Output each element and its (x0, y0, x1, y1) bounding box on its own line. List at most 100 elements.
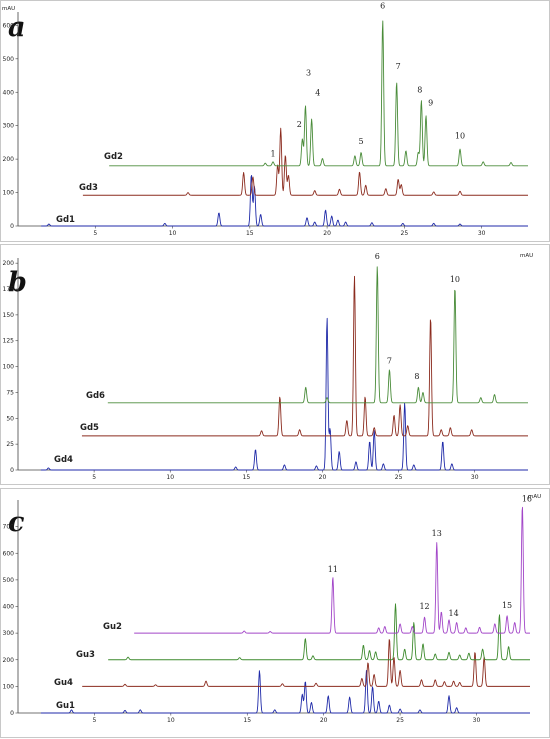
y-tick-label: 300 (3, 630, 15, 637)
panel-c-frame (0, 488, 550, 738)
y-tick-label: 100 (3, 190, 15, 197)
y-tick-label: 600 (3, 22, 15, 29)
trace-label-gu2: Gu2 (103, 622, 122, 632)
peak-label-15: 15 (502, 601, 512, 610)
x-tick-label: 10 (169, 230, 177, 237)
panel-b-letter: b (8, 267, 27, 298)
panel-a-letter: a (8, 12, 26, 43)
peak-label-9: 9 (428, 99, 433, 108)
trace-gd6 (107, 266, 528, 404)
x-tick-label: 15 (243, 717, 251, 724)
trace-label-gd1: Gd1 (56, 215, 75, 225)
trace-gd4 (40, 317, 528, 471)
panel-b-peak-labels: 6 7 8 10 (375, 252, 460, 381)
panel-b-frame (0, 244, 550, 485)
x-tick-label: 30 (478, 230, 486, 237)
x-tick-label: 15 (246, 230, 254, 237)
peak-label-8: 8 (417, 85, 422, 94)
peak-label-1: 1 (270, 149, 275, 158)
peak-label-6: 6 (375, 252, 380, 261)
y-tick-label: 500 (3, 56, 15, 63)
y-tick-label: 0 (10, 710, 14, 717)
panel-a-unit-label: mAU (2, 6, 15, 12)
panel-c-letter: c (8, 507, 24, 538)
trace-gu2 (134, 506, 531, 634)
peak-label-10: 10 (450, 275, 460, 284)
x-tick-label: 25 (396, 717, 404, 724)
trace-gd1 (41, 174, 528, 227)
x-tick-label: 20 (319, 474, 327, 481)
y-tick-label: 200 (3, 156, 15, 163)
y-tick-label: 0 (10, 223, 14, 230)
x-tick-label: 30 (471, 474, 479, 481)
y-tick-label: 175 (3, 286, 15, 293)
x-tick-label: 20 (323, 230, 331, 237)
panel-b-traces (40, 266, 528, 471)
x-tick-label: 5 (92, 474, 96, 481)
peak-label-2: 2 (297, 120, 302, 129)
trace-label-gd5: Gd5 (80, 423, 99, 433)
y-tick-label: 150 (3, 312, 15, 319)
x-tick-label: 5 (93, 230, 97, 237)
y-tick-label: 500 (3, 577, 15, 584)
y-tick-label: 300 (3, 123, 15, 130)
y-tick-label: 25 (6, 441, 14, 448)
trace-gu1 (40, 669, 530, 714)
trace-gu4 (82, 639, 530, 687)
x-tick-label: 25 (395, 474, 403, 481)
panel-a-frame (0, 0, 550, 242)
y-tick-label: 200 (3, 260, 15, 267)
panel-c-unit-label: mAU (528, 494, 541, 500)
y-tick-label: 100 (3, 683, 15, 690)
trace-label-gd4: Gd4 (54, 455, 73, 465)
trace-label-gu4: Gu4 (54, 678, 73, 688)
peak-label-11: 11 (328, 565, 338, 574)
trace-label-gu1: Gu1 (56, 701, 75, 711)
x-tick-label: 15 (243, 474, 251, 481)
y-tick-label: 75 (6, 389, 14, 396)
y-tick-label: 600 (3, 550, 15, 557)
trace-label-gd2: Gd2 (104, 152, 123, 162)
panel-a-peak-labels: 1 2 3 4 5 6 7 89 10 (270, 2, 465, 159)
y-tick-label: 50 (6, 415, 14, 422)
trace-gd5 (81, 275, 528, 437)
peak-label-10: 10 (455, 131, 465, 140)
trace-gu3 (108, 603, 530, 661)
trace-label-gd3: Gd3 (79, 183, 98, 193)
peak-label-13: 13 (432, 529, 442, 538)
x-tick-label: 25 (401, 230, 409, 237)
y-tick-label: 400 (3, 604, 15, 611)
y-tick-label: 200 (3, 657, 15, 664)
peak-label-16: 16 (522, 494, 532, 503)
trace-label-gd6: Gd6 (86, 391, 105, 401)
trace-gd3 (82, 127, 528, 196)
y-tick-label: 400 (3, 89, 15, 96)
panel-c-traces (40, 506, 531, 714)
panel-b-unit-label: mAU (520, 253, 533, 259)
panel-b-axes: 0 25 50 75 100 125 150 175 200 5 10 15 20 25 30 (3, 258, 528, 481)
peak-label-7: 7 (387, 356, 392, 365)
x-tick-label: 5 (93, 717, 97, 724)
x-tick-label: 20 (320, 717, 328, 724)
peak-label-12: 12 (419, 602, 429, 611)
peak-label-5: 5 (359, 137, 364, 146)
x-tick-label: 30 (473, 717, 481, 724)
trace-gd2 (109, 20, 528, 167)
trace-label-gu3: Gu3 (76, 650, 95, 660)
x-tick-label: 10 (166, 474, 174, 481)
y-tick-label: 700 (3, 524, 15, 531)
x-tick-label: 10 (167, 717, 175, 724)
peak-label-7: 7 (396, 62, 401, 71)
peak-label-3: 3 (306, 69, 311, 78)
panel-c-peak-labels: 11 12 13 14 15 16 (328, 494, 532, 617)
panel-a-traces (41, 20, 528, 227)
y-tick-label: 0 (10, 467, 14, 474)
peak-label-6: 6 (380, 2, 385, 11)
y-tick-label: 125 (3, 338, 15, 345)
peak-label-14: 14 (448, 609, 458, 618)
